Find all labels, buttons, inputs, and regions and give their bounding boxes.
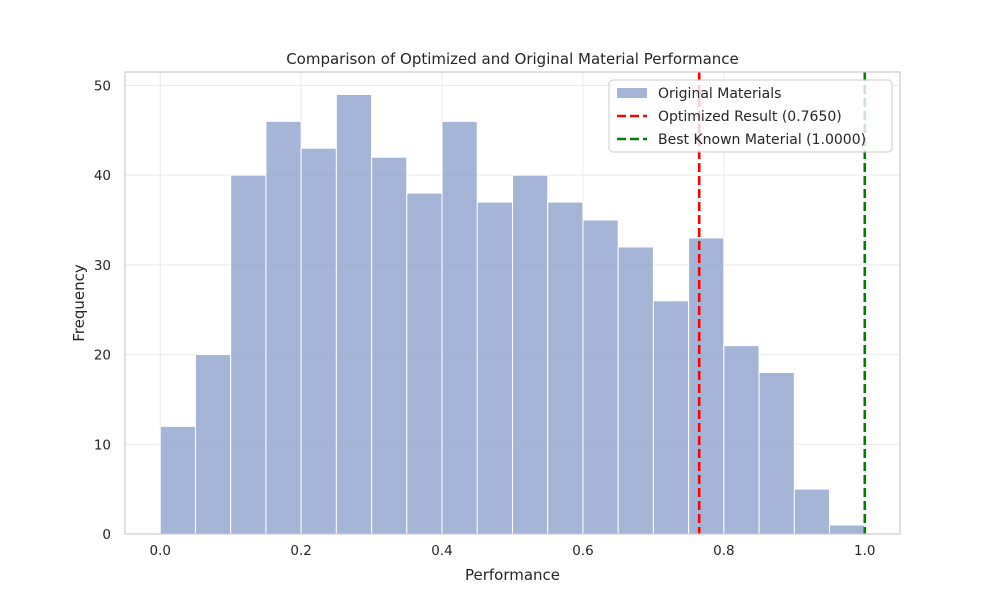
y-tick-label: 20 — [94, 348, 111, 364]
legend-swatch — [617, 88, 647, 98]
histogram-bar — [335, 93, 373, 535]
y-axis-label: Frequency — [70, 264, 88, 342]
y-tick-label: 40 — [94, 168, 111, 184]
legend-box — [608, 79, 893, 153]
chart-title: Comparison of Optimized and Original Mat… — [286, 50, 739, 68]
histogram-bar — [547, 201, 584, 535]
reference-lines — [697, 72, 867, 534]
histogram-bar — [194, 354, 232, 535]
y-tick-label: 30 — [94, 258, 111, 274]
histogram-bars — [159, 93, 866, 535]
histogram-bar — [265, 120, 302, 535]
histogram-bar — [441, 120, 478, 535]
legend-label: Optimized Result (0.7650) — [658, 109, 842, 125]
histogram-bar — [476, 201, 514, 535]
x-tick-label: 0.2 — [290, 543, 311, 559]
legend: Original Materials Optimized Result (0.76… — [608, 79, 893, 153]
histogram-bar — [582, 219, 619, 535]
histogram-bar — [829, 524, 866, 535]
x-tick-label: 0.4 — [431, 543, 452, 559]
histogram-bar — [758, 372, 795, 535]
histogram-bar — [512, 174, 549, 535]
y-tick-label: 50 — [94, 78, 111, 94]
x-tick-label: 1.0 — [854, 543, 875, 559]
x-tick-label: 0.6 — [572, 543, 593, 559]
histogram-bar — [230, 174, 267, 535]
histogram-bar — [688, 237, 725, 535]
y-tick-label: 10 — [94, 437, 111, 453]
histogram-bar — [406, 192, 443, 535]
legend-label: Best Known Material (1.0000) — [658, 132, 866, 148]
histogram-bar — [371, 156, 408, 535]
histogram-bar — [793, 488, 831, 535]
x-tick-label: 0.0 — [149, 543, 170, 559]
y-axis-ticks: 0 10 20 30 40 50 — [94, 78, 111, 543]
histogram-bar — [617, 246, 654, 535]
plot-frame — [124, 71, 901, 535]
y-tick-label: 0 — [102, 527, 111, 543]
x-axis-label: Performance — [465, 566, 560, 584]
legend-label: Original Materials — [658, 86, 781, 102]
x-axis-ticks: 0.0 0.2 0.4 0.6 0.8 1.0 — [149, 543, 875, 559]
x-tick-label: 0.8 — [713, 543, 734, 559]
histogram-bar — [159, 425, 196, 535]
histogram-bar — [723, 345, 760, 535]
histogram-bar — [300, 147, 337, 535]
histogram-bar — [652, 300, 690, 535]
